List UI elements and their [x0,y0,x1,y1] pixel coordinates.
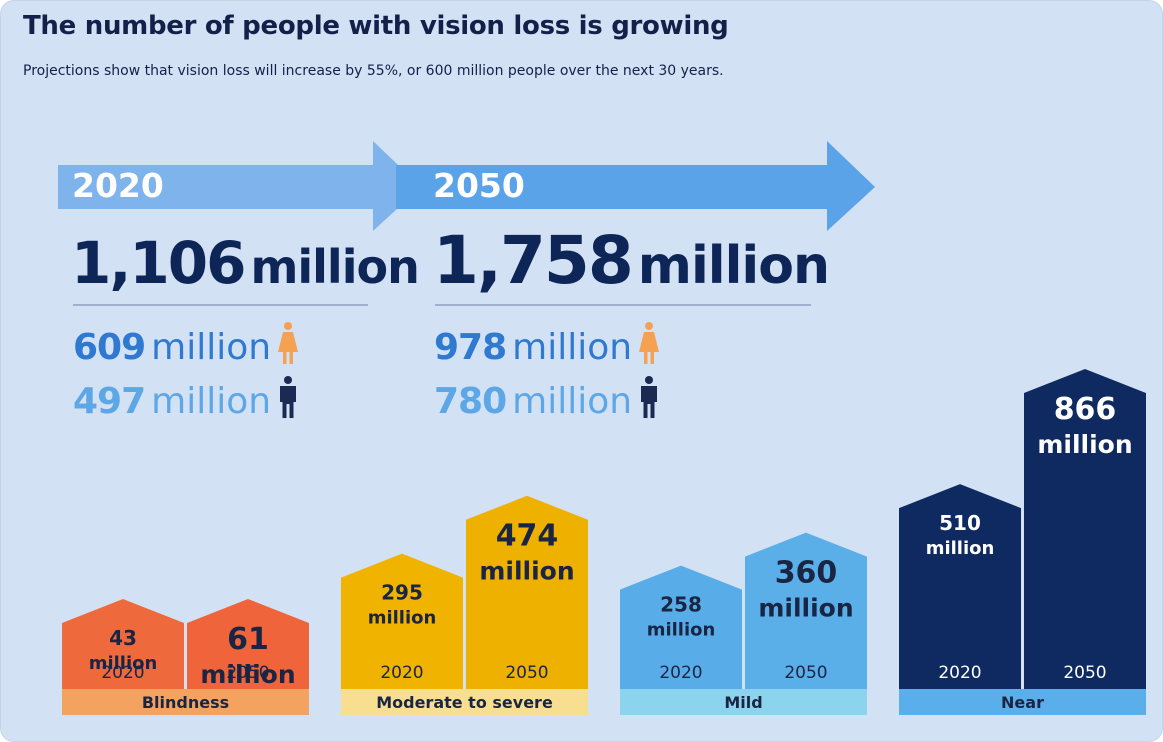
bar-near-2050 [1024,369,1146,689]
bar-mild-2020 [620,565,742,689]
year-label-moderate-to-severe-2050: 2050 [505,663,548,683]
year-label-blindness-2050: 2050 [226,663,269,683]
total-unit-2020: million [250,240,419,294]
year-label-moderate-to-severe-2020: 2020 [380,663,423,683]
total-2050: 1,758 million [433,222,830,299]
unit-label-near-2020: million [926,538,995,559]
page-title: The number of people with vision loss is… [23,11,729,41]
male-person-icon [280,376,296,418]
male-unit-2050: million [512,381,633,422]
unit-label-blindness-2050: million [200,660,295,689]
category-label-bg-mild [620,689,867,715]
female-person-icon [278,322,298,364]
total-2020: 1,106 million [71,229,420,297]
year-label-2050: 2050 [433,166,525,205]
category-label-mild: Mild [724,693,762,712]
unit-label-mild-2050: million [758,594,853,623]
female-value-2020: 609 [73,327,146,368]
female-count-2020: 609 million [73,327,271,368]
arrow-2020 [58,141,421,231]
divider-2050 [435,304,811,306]
unit-label-blindness-2020: million [89,653,158,674]
year-label-near-2050: 2050 [1063,663,1106,683]
value-label-mild-2050: 360 [775,556,838,591]
value-label-near-2020: 510 [939,511,981,535]
value-label-mild-2020: 258 [660,593,702,617]
total-value-2020: 1,106 [71,229,246,297]
year-label-mild-2020: 2020 [659,663,702,683]
bar-blindness-2020 [62,599,184,689]
unit-label-near-2050: million [1037,430,1132,459]
female-unit-2050: million [512,327,633,368]
bar-moderate-to-severe-2020 [341,553,463,689]
year-label-2020: 2020 [72,166,164,205]
category-label-bg-near [899,689,1146,715]
male-person-icon [641,376,657,418]
female-value-2050: 978 [434,327,507,368]
male-value-2020: 497 [73,381,146,422]
bar-near-2020 [899,484,1021,689]
value-label-moderate-to-severe-2020: 295 [381,581,423,605]
value-label-blindness-2050: 61 [227,622,269,657]
value-label-blindness-2020: 43 [109,626,137,650]
bar-mild-2050 [745,532,867,689]
page-subtitle: Projections show that vision loss will i… [23,63,724,79]
total-value-2050: 1,758 [433,222,634,299]
unit-label-moderate-to-severe-2050: million [479,557,574,586]
male-unit-2020: million [151,381,272,422]
bar-blindness-2050 [187,599,309,689]
category-label-moderate-to-severe: Moderate to severe [376,693,553,712]
total-unit-2050: million [637,236,830,296]
year-label-near-2020: 2020 [938,663,981,683]
male-count-2050: 780 million [434,381,632,422]
year-label-mild-2050: 2050 [784,663,827,683]
category-label-near: Near [1001,693,1044,712]
female-unit-2020: million [151,327,272,368]
female-count-2050: 978 million [434,327,632,368]
unit-label-moderate-to-severe-2020: million [368,608,437,629]
year-label-blindness-2020: 2020 [101,663,144,683]
category-label-bg-blindness [62,689,309,715]
category-label-blindness: Blindness [142,693,229,712]
male-count-2020: 497 million [73,381,271,422]
value-label-near-2050: 866 [1054,392,1117,427]
unit-label-mild-2020: million [647,620,716,641]
value-label-moderate-to-severe-2050: 474 [496,519,559,554]
female-person-icon [639,322,659,364]
category-label-bg-moderate-to-severe [341,689,588,715]
arrow-2050 [396,141,875,231]
divider-2020 [73,304,368,306]
bar-moderate-to-severe-2050 [466,495,588,689]
male-value-2050: 780 [434,381,507,422]
